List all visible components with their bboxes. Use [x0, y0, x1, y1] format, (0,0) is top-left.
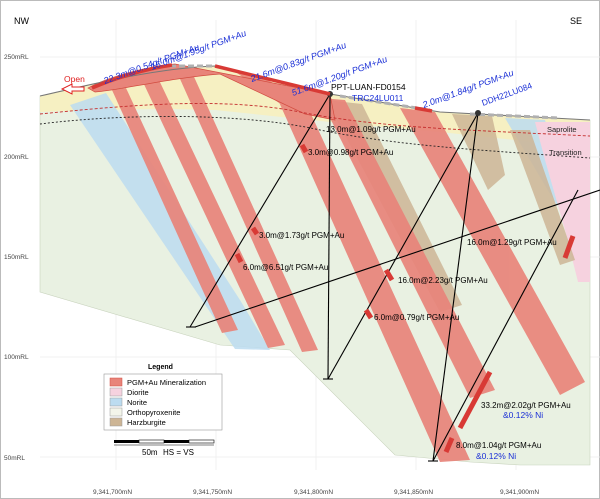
northing-label-900: 9,341,900mN [500, 489, 539, 496]
legend-label-orthopyroxenite: Orthopyroxenite [127, 408, 180, 417]
drillhole-label-fd0154: PPT-LUAN-FD0154 [331, 82, 406, 92]
intercept-label-i5: 16.0m@2.23g/t PGM+Au [398, 276, 488, 285]
drillhole-trace-6 [194, 189, 600, 328]
legend-swatch-harzburgite [109, 417, 123, 427]
orientation-se: SE [570, 16, 582, 26]
norite-band-west [70, 93, 270, 350]
northing-axis: 9,341,700mN 9,341,750mN 9,341,800mN 9,34… [93, 489, 539, 496]
mineralization-bands [112, 68, 585, 462]
legend: Legend PGM+Au Mineralization Diorite Nor… [103, 364, 223, 431]
harzburgite-band-3 [510, 130, 575, 265]
saprolite-label: Saprolite [547, 125, 577, 134]
scale-bar-label: 50m [142, 448, 158, 457]
open-label: Open [64, 74, 85, 84]
drillholes [186, 93, 600, 462]
saprolite-boundary [39, 103, 591, 137]
drillhole-trace-5 [432, 189, 579, 462]
mineralization-band-1 [112, 88, 238, 333]
transition-boundary [39, 115, 591, 159]
drillhole-label-trc24lu011: TRC24LU011 [352, 93, 404, 103]
intercept-bar-i8 [457, 370, 493, 430]
scale-bar: 50m HS = VS [114, 439, 215, 457]
legend-swatch-diorite [109, 387, 123, 397]
drillhole-trace-3 [327, 112, 479, 380]
elevation-axis: 250mRL 200mRL 150mRL 100mRL 50mRL [4, 54, 29, 462]
intercept-label-i9: 8.0m@1.04g/t PGM+Au [456, 441, 541, 450]
scale-bar-note: HS = VS [163, 448, 194, 457]
drillhole-trace-fd0154 [189, 93, 331, 328]
intercept-label-i1: 13.0m@1.09g/t PGM+Au [326, 125, 416, 134]
legend-label-harzburgite: Harzburgite [127, 418, 166, 427]
transition-label: Transition [549, 148, 582, 157]
legend-label-mineralization: PGM+Au Mineralization [127, 378, 206, 387]
legend-swatch-norite [109, 397, 123, 407]
elevation-label-100: 100mRL [4, 354, 29, 361]
legend-swatch-orthopyroxenite [109, 407, 123, 417]
mineralization-band-3 [176, 68, 318, 352]
elevation-label-200: 200mRL [4, 154, 29, 161]
intercept-label-i9-ni: &0.12% Ni [476, 451, 516, 461]
collar-marker-ddh22lu084 [475, 110, 481, 116]
intercept-label-i7: 16.0m@1.29g/t PGM+Au [467, 238, 557, 247]
surface-mineralization-lens [87, 63, 336, 121]
intercept-bar-i6 [363, 308, 374, 320]
elevation-label-250: 250mRL [4, 54, 29, 61]
intercept-bars [234, 143, 576, 453]
mineralization-band-6 [400, 108, 585, 395]
open-arrow [60, 83, 85, 95]
legend-title: Legend [148, 364, 173, 371]
intercept-label-i4: 6.0m@6.51g/t PGM+Au [243, 263, 328, 272]
legend-swatch-mineralization [109, 377, 123, 387]
intercept-bar-i2 [299, 143, 309, 154]
northing-label-700: 9,341,700mN [93, 489, 132, 496]
intercept-bar-i7 [562, 235, 576, 259]
northing-label-850: 9,341,850mN [394, 489, 433, 496]
intercept-label-i6: 6.0m@0.79g/t PGM+Au [374, 313, 459, 322]
mineralization-band-2 [142, 78, 285, 348]
drillhole-trace-ddh22lu084 [432, 112, 479, 462]
elevation-label-50: 50mRL [4, 455, 25, 462]
mineralization-band-4 [270, 82, 470, 462]
legend-label-diorite: Diorite [127, 388, 149, 397]
intercept-bar-i3 [250, 226, 260, 236]
legend-box [103, 373, 223, 431]
drillhole-trace-2 [327, 93, 331, 380]
intercept-label-i2: 3.0m@0.98g/t PGM+Au [308, 148, 393, 157]
intercept-bar-i9 [443, 437, 455, 453]
intercept-label-i3: 3.0m@1.73g/t PGM+Au [259, 231, 344, 240]
intercept-label-i8: 33.2m@2.02g/t PGM+Au [481, 401, 571, 410]
legend-label-norite: Norite [127, 398, 147, 407]
intercept-bar-i5 [383, 268, 395, 282]
surface-trench-markers [170, 64, 561, 120]
diorite-body [535, 122, 590, 282]
intercept-labels: 13.0m@1.09g/t PGM+Au 3.0m@0.98g/t PGM+Au… [243, 125, 571, 461]
harzburgite-band-2 [452, 114, 505, 190]
intercept-bar-i4 [234, 252, 244, 264]
orientation-nw: NW [14, 16, 29, 26]
intercept-label-i8-ni: &0.12% Ni [503, 410, 543, 420]
elevation-label-150: 150mRL [4, 254, 29, 261]
northing-label-800: 9,341,800mN [294, 489, 333, 496]
surface-intercept-strip [91, 63, 433, 113]
northing-label-750: 9,341,750mN [193, 489, 232, 496]
